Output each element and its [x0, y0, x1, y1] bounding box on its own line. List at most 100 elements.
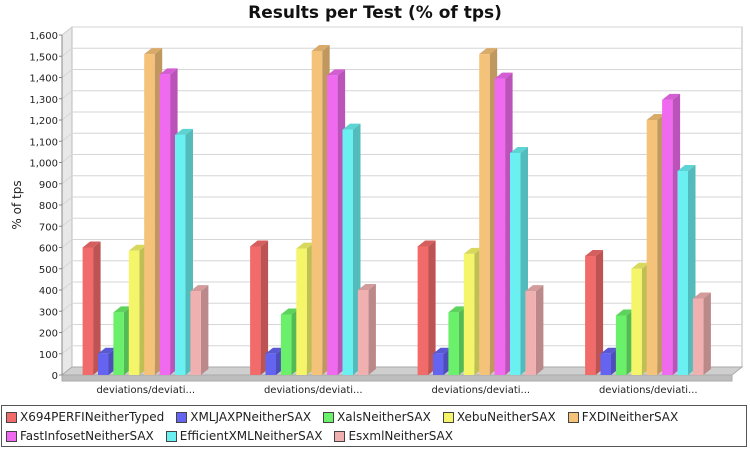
bar-front — [250, 246, 261, 375]
bar — [128, 244, 147, 375]
y-tick-label: 900 — [39, 180, 58, 191]
bar-top — [615, 309, 634, 316]
bar-front — [646, 120, 658, 375]
bar-front — [585, 256, 596, 375]
bar — [585, 250, 604, 375]
bar-top — [357, 284, 376, 290]
legend-swatch — [334, 430, 346, 442]
bar-side — [260, 240, 269, 375]
legend-item: FastInfosetNeitherSAX — [6, 429, 154, 443]
legend-label: FXDINeitherSAX — [581, 410, 679, 424]
bar — [600, 347, 619, 375]
bar-front — [175, 134, 186, 375]
legend-label: EsxmlNeitherSAX — [348, 429, 453, 443]
bar-front — [479, 54, 490, 375]
gridline — [61, 302, 73, 312]
bar — [479, 48, 498, 375]
gridline — [61, 90, 73, 100]
gridline — [61, 26, 73, 36]
legend-swatch — [165, 430, 177, 442]
bar-front — [692, 298, 704, 375]
legend-label: XebuNeitherSAX — [456, 410, 556, 424]
bar-front — [631, 268, 642, 375]
gridline — [61, 154, 73, 163]
y-tick-label: 100 — [39, 350, 58, 361]
bar — [494, 72, 513, 375]
bar-front — [463, 253, 475, 375]
legend-item: XebuNeitherSAX — [442, 410, 556, 424]
x-tick-label: deviations/deviati... — [264, 385, 363, 396]
bar-front — [327, 75, 338, 375]
bar — [342, 123, 361, 375]
y-tick-label: 700 — [39, 222, 58, 233]
legend-item: X694PERFINeitherTyped — [6, 410, 164, 424]
gridline — [61, 324, 73, 333]
bar-top — [159, 68, 178, 75]
bar-side — [535, 285, 544, 375]
legend-label: XMLJAXPNeitherSAX — [190, 410, 312, 424]
bar-side — [93, 241, 101, 375]
bar-top — [494, 72, 513, 79]
bar-top — [433, 347, 451, 354]
chart-title: Results per Test (% of tps) — [248, 3, 502, 23]
bar-top — [448, 306, 467, 313]
gridline — [61, 175, 73, 185]
bar-top — [662, 93, 681, 100]
bar — [510, 146, 528, 375]
plot-floor-edge — [61, 374, 733, 382]
bar — [433, 347, 451, 375]
bar-side — [703, 292, 711, 375]
bar-top — [525, 285, 544, 292]
gridline — [61, 196, 73, 206]
bar-front — [98, 353, 109, 375]
y-tick-label: 1,400 — [29, 74, 58, 85]
bar — [190, 285, 209, 375]
bar-top — [250, 240, 269, 247]
bar-top — [631, 262, 650, 269]
bar-front — [494, 78, 506, 375]
bar-top — [463, 247, 482, 254]
legend-label: X694PERFINeitherTyped — [20, 410, 165, 424]
bar — [144, 48, 163, 375]
bar-top — [342, 123, 361, 130]
bar — [662, 93, 681, 375]
gridline — [61, 69, 73, 78]
bar-top — [417, 240, 436, 247]
bar-front — [357, 290, 369, 375]
x-tick-label: deviations/deviati... — [96, 385, 195, 396]
legend-item: XalsNeitherSAX — [323, 410, 431, 424]
gridline — [61, 281, 73, 291]
bar — [327, 69, 346, 375]
bar — [250, 240, 269, 375]
y-tick-label: 600 — [39, 244, 58, 255]
bar-top — [646, 114, 665, 120]
bar — [357, 284, 376, 375]
legend-row: FastInfosetNeitherSAX EfficientXMLNeither… — [6, 427, 465, 445]
bar — [98, 347, 116, 375]
y-tick-label: 1,600 — [29, 31, 58, 42]
bar-front — [265, 353, 276, 375]
bar-side — [368, 284, 376, 375]
bar-top — [585, 250, 604, 256]
legend-swatch — [567, 411, 579, 423]
legend-item: FXDINeitherSAX — [567, 410, 679, 424]
bar-front — [510, 152, 521, 375]
y-tick-label: 0 — [52, 371, 58, 382]
gridline — [61, 260, 73, 270]
bar-side — [428, 240, 436, 375]
y-tick-label: 1,500 — [29, 52, 58, 63]
gridline — [61, 132, 73, 142]
bar-top — [190, 285, 209, 292]
bar-top — [677, 165, 696, 171]
x-tick-label: deviations/deviati... — [599, 385, 698, 396]
bar — [113, 306, 132, 375]
bar-front — [296, 248, 307, 375]
y-tick-label: 1,100 — [29, 137, 58, 148]
legend-label: XalsNeitherSAX — [337, 410, 431, 424]
bar-front — [433, 353, 444, 375]
bar — [463, 247, 482, 375]
legend-item: EfficientXMLNeitherSAX — [165, 429, 322, 443]
bar-front — [615, 315, 627, 375]
bar-side — [595, 250, 604, 375]
